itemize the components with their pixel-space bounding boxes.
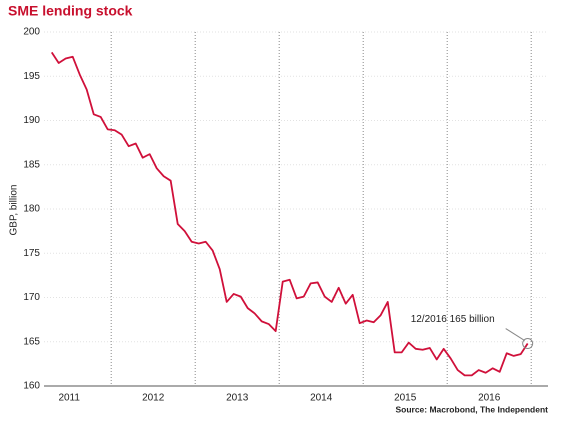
annotation: 12/2016 165 billion xyxy=(411,314,495,325)
y-tick-label: 175 xyxy=(23,248,40,259)
y-tick-label: 180 xyxy=(23,204,40,215)
x-tick-label: 2011 xyxy=(58,393,80,404)
y-axis-label: GBP, billion xyxy=(9,185,20,236)
chart-title: SME lending stock xyxy=(8,3,133,19)
y-tick-label: 190 xyxy=(23,115,40,126)
y-tick-label: 185 xyxy=(23,159,40,170)
x-tick-label: 2012 xyxy=(142,393,165,404)
x-tick-label: 2014 xyxy=(310,393,333,404)
y-tick-label: 160 xyxy=(23,381,40,392)
line xyxy=(50,51,529,377)
x-tick-label: 2015 xyxy=(394,393,417,404)
y-tick-label: 200 xyxy=(23,27,40,38)
annotation-marker xyxy=(522,338,534,350)
y-tick-label: 170 xyxy=(23,292,40,303)
y-tick-label: 195 xyxy=(23,71,40,82)
y-tick-label: 165 xyxy=(23,336,40,347)
x-tick-label: 2013 xyxy=(226,393,249,404)
x-tick-label: 2016 xyxy=(478,393,501,404)
annotation-leader xyxy=(505,328,525,341)
source: Source: Macrobond, The Independent xyxy=(395,404,548,414)
